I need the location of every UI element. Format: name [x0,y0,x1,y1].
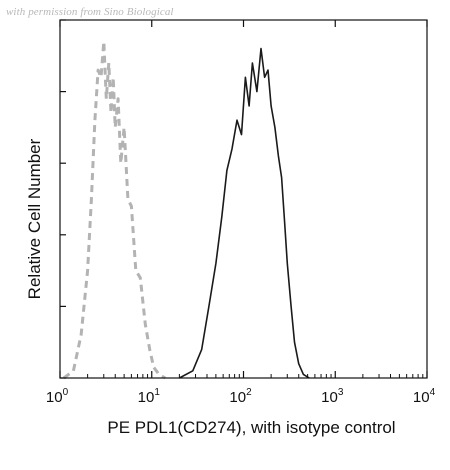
x-tick-exponent: 3 [338,387,344,398]
x-tick-label: 102 [229,387,252,406]
series-line-1 [179,47,310,379]
x-tick-label: 103 [321,387,344,406]
x-tick-exponent: 1 [154,387,160,398]
y-axis-title-group: Relative Cell Number [25,138,44,299]
x-tick-label: 104 [413,387,436,406]
axis-layer: 100 101 102 103 104 [46,19,436,406]
y-axis-title: Relative Cell Number [25,138,44,299]
plot-frame [59,19,428,379]
x-tick-label: 101 [138,387,161,406]
series-layer [62,40,310,380]
x-tick-exponent: 2 [246,387,252,398]
watermark-text: with permission from Sino Biological [6,6,174,18]
x-axis-title: PE PDL1(CD274), with isotype control [107,418,395,437]
x-tick-exponent: 0 [63,387,69,398]
x-tick-exponent: 4 [430,387,436,398]
x-tick-label: 100 [46,387,69,406]
series-line-0 [62,40,166,380]
